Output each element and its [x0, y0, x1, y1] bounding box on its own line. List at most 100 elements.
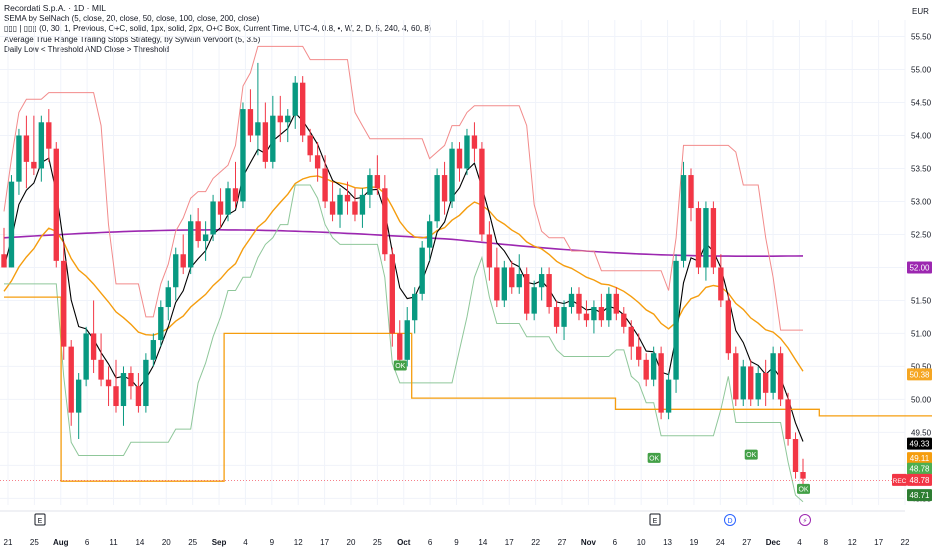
x-tick-label: Nov — [581, 538, 597, 547]
x-tick-label: Dec — [766, 538, 781, 547]
time-axis[interactable]: 21 25 Aug 6 11 14 20 25 Sep 4 9 12 17 20 25 Oct 6 9 14 17 22… — [0, 510, 910, 547]
candle — [120, 366, 127, 426]
y-tick-label: 52.50 — [911, 230, 932, 239]
candle-body — [382, 188, 388, 255]
earnings-marker-box — [34, 513, 46, 526]
ok-signal-label: OK — [798, 486, 808, 493]
x-tick-label: 8 — [824, 538, 829, 547]
x-tick-label: 20 — [162, 538, 171, 547]
candle-body — [165, 287, 171, 308]
candle-body — [621, 313, 627, 327]
candle — [449, 142, 455, 209]
candle — [621, 307, 627, 334]
candle-body — [785, 399, 791, 440]
candle — [105, 366, 112, 407]
candle — [636, 333, 642, 367]
candle-body — [404, 320, 410, 360]
candle — [113, 359, 119, 413]
x-tick-label: 25 — [188, 538, 197, 547]
candle-body — [389, 254, 395, 334]
candle — [628, 320, 634, 360]
candle-body — [113, 386, 119, 407]
candle-body — [8, 181, 15, 268]
candle-body — [762, 373, 769, 393]
candle-body — [591, 307, 597, 321]
candle-body — [202, 234, 209, 242]
candle — [748, 359, 754, 407]
candle — [75, 373, 82, 440]
ok-signal: OK — [744, 449, 758, 460]
candle — [270, 95, 276, 169]
candle — [344, 181, 351, 215]
candle-body — [247, 109, 254, 136]
candle — [583, 300, 590, 327]
candle — [397, 320, 403, 367]
candle — [367, 168, 373, 209]
indicator-1[interactable]: SEMA by SelNach (5, close, 20, close, 50… — [4, 13, 260, 23]
candle-body — [23, 135, 30, 162]
event-marker[interactable]: E — [649, 513, 661, 526]
price-label-box — [907, 452, 932, 465]
indicator-2[interactable]: ▯▯▯ | ▯▯▯ (0, 30, 1, Previous, O+C, soli… — [4, 24, 432, 33]
signals: OK OK OK OK — [393, 360, 810, 494]
candle-body — [426, 221, 433, 248]
candle — [486, 221, 493, 281]
candle-body — [419, 247, 425, 294]
candle-body — [680, 175, 687, 261]
ok-signal: OK — [393, 360, 407, 371]
candle-body — [740, 366, 746, 400]
rec-label-box — [892, 473, 907, 486]
event-marker[interactable]: E — [34, 513, 46, 526]
candle-body — [120, 373, 127, 407]
indicator-4[interactable]: Daily Low < Threshold AND Close > Thresh… — [4, 45, 170, 54]
candle-body — [262, 122, 269, 162]
candle-body — [673, 260, 679, 380]
event-marker[interactable]: D — [724, 514, 736, 526]
event-marker[interactable]: ⚡ — [799, 514, 811, 526]
candle — [524, 267, 530, 321]
candle — [329, 181, 336, 222]
price-label: 52.00 — [907, 261, 932, 274]
candle-body — [441, 175, 448, 202]
atr-stop-support — [4, 184, 804, 503]
candle — [658, 346, 664, 420]
candle-body — [83, 333, 89, 380]
candle-body — [718, 267, 724, 301]
candle — [240, 102, 246, 209]
candle-body — [733, 353, 739, 400]
ema-20-line — [3, 175, 804, 372]
candle — [501, 260, 507, 308]
x-tick-label: 27 — [558, 538, 567, 547]
y-tick-label: 55.00 — [911, 65, 932, 74]
price-label-box — [907, 368, 932, 381]
price-axis[interactable]: 48.5049.0049.5050.0050.5051.0051.5052.00… — [892, 32, 932, 503]
y-tick-label: 50.50 — [911, 362, 932, 371]
candle — [23, 115, 30, 189]
symbol-title[interactable]: Recordati S.p.A. · 1D · MIL — [4, 3, 107, 13]
event-marker-label: ⚡ — [803, 517, 808, 525]
candle-body — [434, 175, 440, 222]
x-tick-label: 4 — [797, 538, 802, 547]
candle-body — [479, 148, 485, 235]
candle-body — [68, 346, 74, 413]
candle — [643, 353, 649, 387]
candle — [568, 287, 575, 314]
candle-body — [568, 293, 575, 308]
candle — [307, 128, 313, 162]
candle-body — [695, 208, 702, 268]
ok-signal: OK — [647, 452, 661, 463]
ok-signal-box — [797, 483, 810, 494]
candle — [725, 293, 732, 360]
candle-body — [636, 346, 642, 360]
candle — [53, 142, 59, 268]
x-tick-label: 25 — [373, 538, 382, 547]
candle-body — [546, 274, 552, 308]
event-marker-label: E — [38, 518, 43, 525]
candle-body — [464, 135, 470, 169]
candle-body — [195, 221, 201, 242]
candle — [31, 115, 37, 176]
indicator-3[interactable]: Average True Range Trailing Stops Strate… — [4, 34, 261, 44]
x-tick-label: Aug — [53, 538, 69, 547]
candle — [374, 155, 381, 195]
